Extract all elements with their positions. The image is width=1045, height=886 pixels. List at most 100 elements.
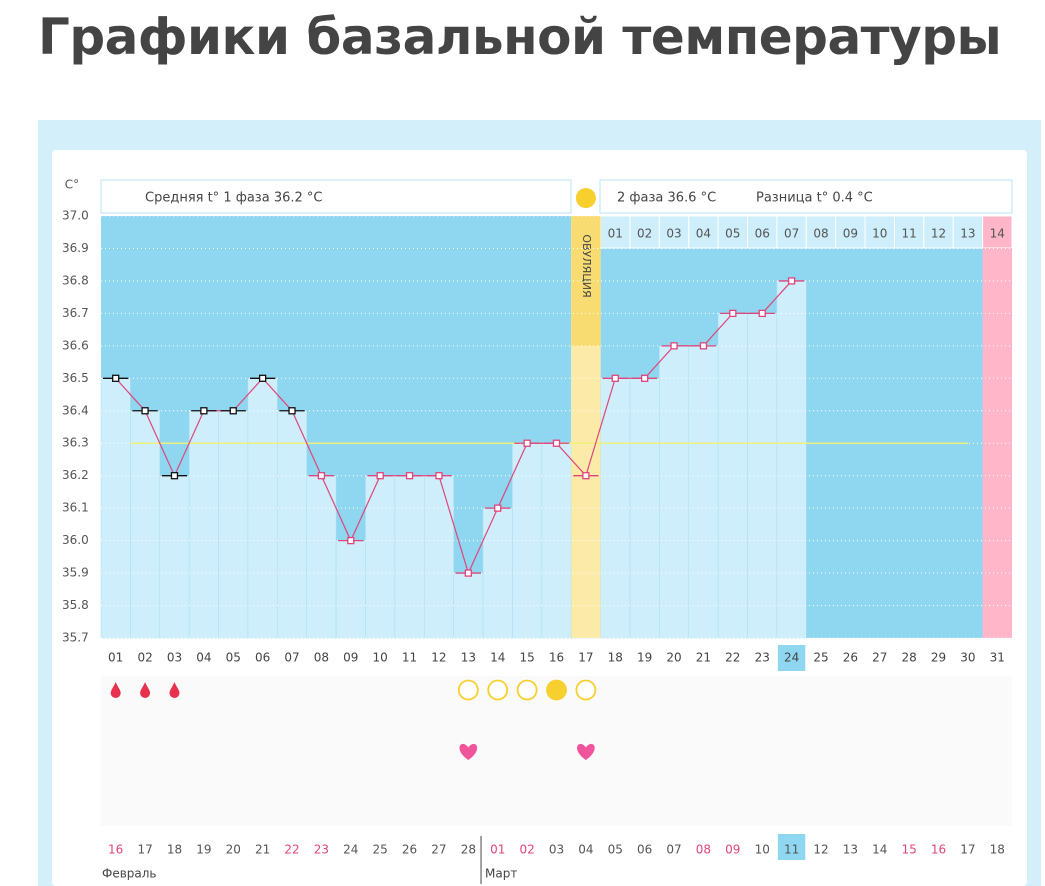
- date-label: 10: [755, 843, 770, 857]
- date-label: 12: [813, 843, 828, 857]
- drop-icon: [110, 682, 121, 698]
- phase2-day: 03: [666, 227, 681, 241]
- date-label: 25: [373, 843, 388, 857]
- bar: [159, 475, 190, 639]
- marker: [229, 407, 237, 415]
- phase2-cell: [805, 215, 837, 249]
- page-title: Графики базальной температуры: [38, 8, 1002, 66]
- date-label: 23: [314, 843, 329, 857]
- heart-icon: [577, 743, 595, 760]
- x-tick-label: 27: [872, 651, 887, 665]
- phase2-cell: [835, 215, 866, 249]
- phase1-box: [100, 179, 572, 214]
- marker: [347, 536, 355, 545]
- x-tick-label: 29: [931, 651, 946, 665]
- bar: [306, 475, 337, 639]
- marker: [464, 569, 472, 577]
- phase2-day: 07: [784, 227, 799, 241]
- y-tick-label: 37.0: [62, 209, 89, 223]
- x-tick-label: 08: [314, 651, 329, 665]
- bar: [424, 475, 454, 639]
- y-tick-label: 36.0: [62, 533, 89, 547]
- y-tick-label: 36.8: [62, 273, 89, 287]
- phase2-day: 04: [696, 227, 711, 241]
- phase2-day: 11: [902, 227, 917, 241]
- marker: [258, 374, 267, 382]
- y-tick-label: 36.1: [62, 501, 89, 515]
- phase2-cell: [658, 215, 690, 249]
- bar: [453, 572, 484, 639]
- heart-icon: [459, 743, 478, 760]
- date-label: 18: [990, 843, 1005, 857]
- phase2-cell: [864, 215, 895, 249]
- phase2-day: 09: [843, 227, 858, 241]
- x-tick-label: 03: [167, 651, 182, 665]
- date-label: 07: [666, 843, 681, 857]
- drop-icon: [169, 682, 180, 698]
- x-tick-label: 22: [725, 651, 740, 665]
- x-tick-label: 21: [696, 651, 711, 665]
- x-tick-label: 14: [490, 651, 505, 665]
- y-tick-label: 36.6: [62, 338, 89, 352]
- phase2-day: 06: [755, 227, 770, 241]
- date-label: 08: [696, 843, 711, 857]
- x-tick-label: 28: [902, 651, 917, 665]
- circle-icon: [516, 679, 538, 701]
- phase2-day: 01: [608, 227, 623, 241]
- bar: [747, 313, 778, 639]
- x-tick-label: 24: [784, 651, 799, 665]
- marker: [200, 407, 208, 415]
- phase2-text: 2 фаза 36.6 °C: [617, 191, 716, 206]
- phase2-day: 13: [960, 227, 975, 241]
- y-tick-label: 35.8: [62, 598, 89, 612]
- marker: [582, 472, 590, 480]
- date-label: 16: [108, 843, 123, 857]
- date-label: 11: [784, 843, 799, 857]
- x-tick-label: 01: [108, 651, 123, 665]
- x-tick-label: 26: [843, 651, 858, 665]
- date-label: 05: [608, 843, 623, 857]
- y-tick-label: 36.2: [62, 468, 89, 482]
- bar: [394, 475, 425, 639]
- current-day-box: [777, 645, 806, 671]
- date-label: 19: [196, 843, 211, 857]
- y-tick-label: 36.4: [62, 403, 89, 417]
- current-date-box: [777, 834, 806, 860]
- date-label: 28: [461, 843, 476, 857]
- phase2-cell: [629, 215, 660, 249]
- bar: [629, 378, 660, 639]
- marker: [729, 309, 737, 318]
- marker: [641, 374, 649, 382]
- date-label: 04: [578, 843, 593, 857]
- marker: [317, 472, 326, 480]
- marker: [288, 407, 296, 415]
- y-tick-label: 36.5: [62, 371, 89, 385]
- x-tick-label: 11: [402, 651, 417, 665]
- x-tick-label: 17: [578, 651, 593, 665]
- date-label: 16: [931, 843, 946, 857]
- marker: [758, 309, 766, 318]
- phase2-day: 14: [990, 227, 1005, 241]
- marker: [170, 472, 179, 480]
- phase2-cell: [952, 215, 984, 249]
- phase2-day: 12: [931, 227, 946, 241]
- bar: [776, 280, 807, 639]
- bar: [717, 313, 748, 639]
- x-tick-label: 04: [196, 651, 211, 665]
- date-label: 24: [343, 843, 358, 857]
- phase2-cell: [688, 215, 719, 249]
- date-label: 21: [255, 843, 270, 857]
- marker: [670, 342, 678, 350]
- marker: [552, 439, 561, 447]
- date-label: 13: [843, 843, 858, 857]
- x-tick-label: 12: [431, 651, 446, 665]
- x-tick-label: 16: [549, 651, 564, 665]
- marker: [376, 472, 384, 480]
- date-label: 20: [226, 843, 241, 857]
- unit-label: C°: [65, 178, 79, 192]
- bar: [541, 442, 572, 639]
- y-tick-label: 36.7: [62, 306, 89, 320]
- phase2-day: 05: [725, 227, 740, 241]
- bar: [130, 410, 161, 639]
